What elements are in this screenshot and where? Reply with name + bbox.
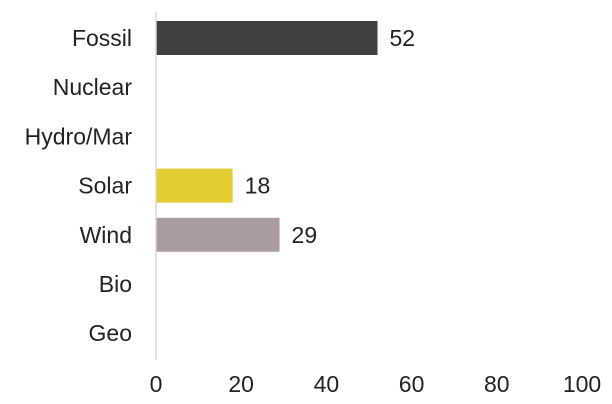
bar-fossil: [156, 21, 378, 55]
bar-wind: [156, 217, 280, 252]
data-label: 29: [292, 222, 318, 248]
category-label: Bio: [99, 271, 132, 297]
x-tick-labels: 0 20 40 60 80 100: [150, 371, 602, 397]
x-tick-label: 20: [228, 371, 254, 397]
category-label: Solar: [78, 173, 132, 199]
data-label: 52: [390, 25, 416, 51]
x-tick-label: 60: [399, 371, 425, 397]
x-tick-label: 100: [563, 371, 601, 397]
bars-group: [156, 21, 378, 252]
category-label: Geo: [89, 320, 132, 346]
category-label: Fossil: [72, 25, 132, 51]
category-label: Hydro/Mar: [25, 123, 133, 149]
data-labels: 52 18 29: [245, 25, 415, 248]
data-label: 18: [245, 173, 271, 199]
bar-solar: [156, 168, 233, 203]
category-label: Nuclear: [53, 74, 133, 100]
category-labels: Fossil Nuclear Hydro/Mar Solar Wind Bio Geo: [25, 25, 133, 346]
x-tick-label: 40: [314, 371, 340, 397]
x-tick-label: 80: [484, 371, 510, 397]
x-tick-label: 0: [150, 371, 163, 397]
category-label: Wind: [80, 222, 132, 248]
